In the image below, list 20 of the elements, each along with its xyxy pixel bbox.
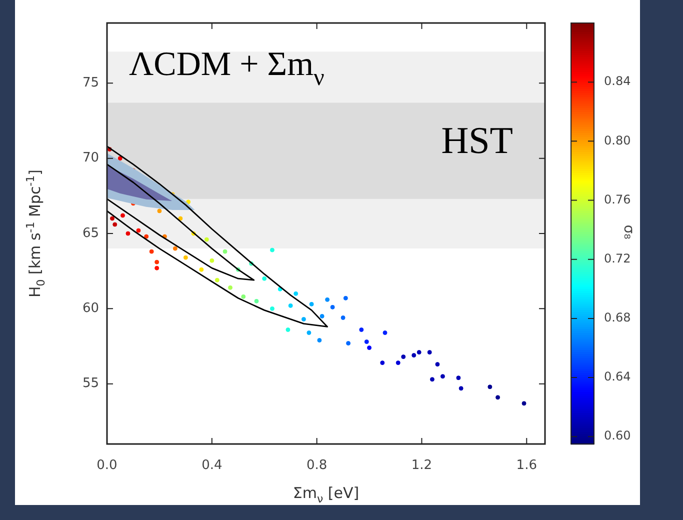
color-bar-label: 0.72 <box>604 251 631 266</box>
color-bar-label: 0.76 <box>604 192 631 206</box>
color-bar-title: σ₈ <box>620 224 636 240</box>
color-bar-label: 0.80 <box>604 133 631 148</box>
color-bar-label: 0.68 <box>604 310 631 325</box>
x-tick-label: 1.2 <box>411 458 432 474</box>
band-label: HST <box>441 120 513 162</box>
x-tick-label: 0.4 <box>202 458 222 474</box>
color-bar-label: 0.84 <box>604 74 631 88</box>
color-bar-label: 0.60 <box>604 428 631 443</box>
y-tick-label: 60 <box>82 301 99 316</box>
y-tick-label: 55 <box>82 376 99 392</box>
y-tick-label: 70 <box>82 150 99 166</box>
y-tick-label: 65 <box>82 226 99 241</box>
x-tick-label: 1.6 <box>516 458 537 474</box>
color-bar-label: 0.64 <box>604 370 631 384</box>
y-axis-title: H0 [km s-1 Mpc-1] <box>24 169 48 298</box>
y-tick-label: 75 <box>82 76 99 91</box>
x-tick-label: 0.8 <box>306 458 328 474</box>
x-tick-label: 0.0 <box>96 458 118 474</box>
